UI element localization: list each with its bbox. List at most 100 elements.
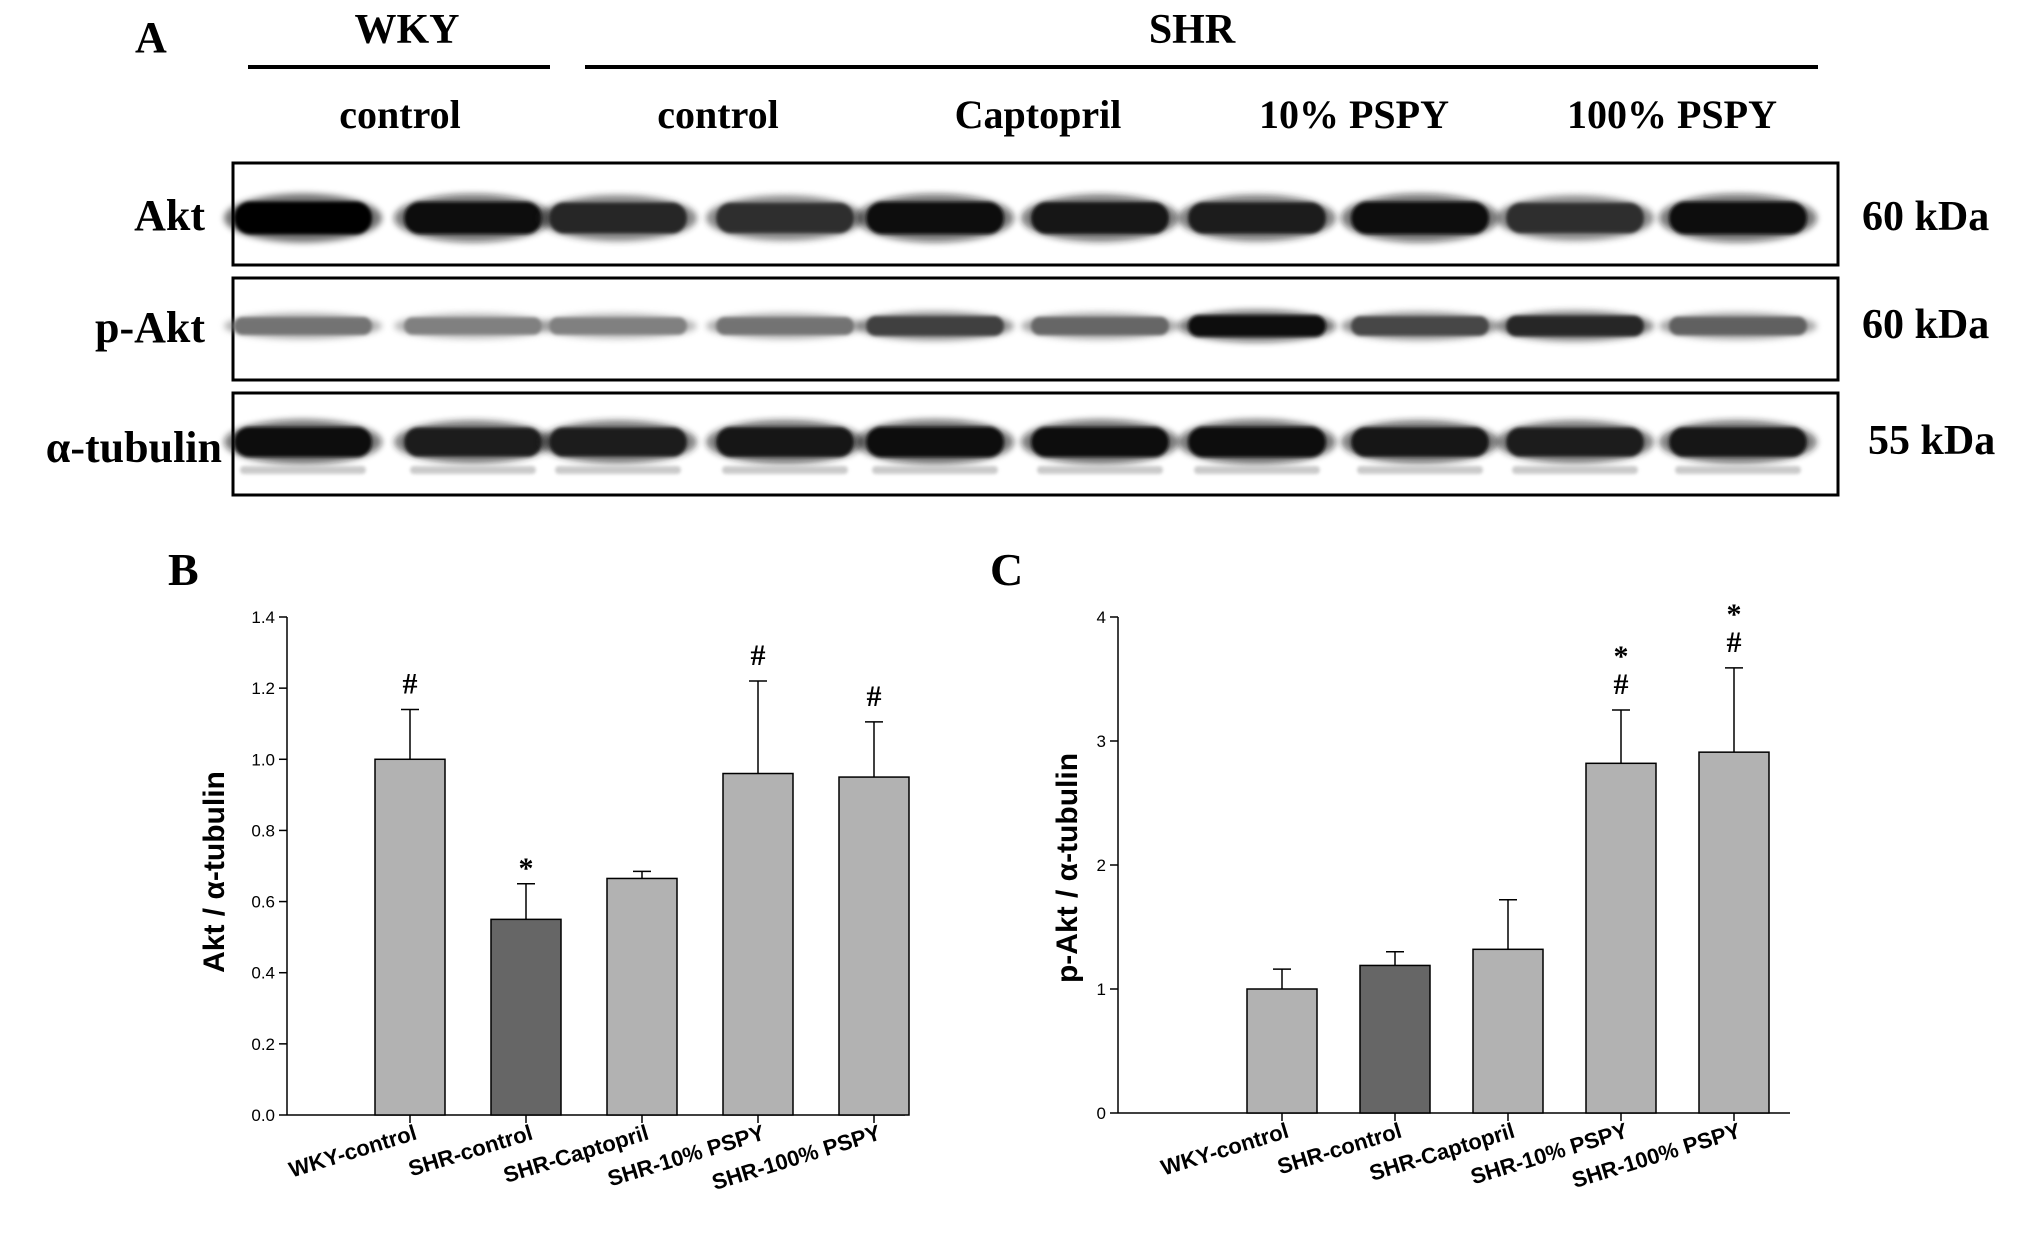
shr-group-header: SHR	[1149, 7, 1236, 53]
blot-band	[866, 426, 1004, 458]
blot-band	[1188, 426, 1326, 458]
y-tick-label: 1.0	[251, 750, 275, 769]
blot-band	[1351, 201, 1489, 235]
bar	[1698, 751, 1770, 1114]
y-tick-label: 1	[1097, 980, 1106, 999]
blot-band	[1669, 427, 1807, 457]
bar	[606, 877, 678, 1116]
blot-band-faint	[1357, 466, 1483, 474]
blot-band	[549, 317, 687, 335]
panel-b-plot-area: 0.00.20.40.60.81.01.21.4WKY-control#SHR-…	[251, 608, 910, 1195]
blot-band-faint	[240, 466, 366, 474]
panel-c-chart: C p-Akt / α-tubulin 01234WKY-controlSHR-…	[990, 544, 1790, 1193]
y-tick-label: 4	[1097, 608, 1106, 627]
bar	[1472, 948, 1544, 1114]
y-tick-label: 0.8	[251, 821, 275, 840]
panel-a-label: A	[135, 13, 167, 62]
blot-band	[866, 201, 1004, 235]
lane-group-shr-control: control	[657, 92, 778, 137]
x-tick-label: WKY-control	[286, 1120, 420, 1183]
bar	[838, 776, 910, 1116]
lane-group-10-pspy: 10% PSPY	[1259, 92, 1449, 137]
y-tick-label: 0.4	[251, 964, 275, 983]
blot-band-faint	[1675, 466, 1801, 474]
blot-band	[1031, 426, 1169, 458]
blot-band-faint	[722, 466, 848, 474]
bar	[722, 772, 794, 1116]
y-tick-label: 0.0	[251, 1106, 275, 1125]
kda-label-alpha-tubulin: 55 kDa	[1868, 418, 1995, 464]
bar	[1246, 988, 1318, 1114]
blot-band	[549, 427, 687, 457]
blot-band	[716, 317, 854, 335]
blot-band	[1031, 317, 1169, 335]
blot-band-faint	[1037, 466, 1163, 474]
panel-c-y-axis-label: p-Akt / α-tubulin	[1051, 753, 1084, 983]
y-tick-label: 1.2	[251, 679, 275, 698]
bar	[1585, 762, 1657, 1114]
row-label-akt: Akt	[134, 191, 205, 240]
blot-band	[1506, 315, 1644, 337]
lane-group-captopril: Captopril	[955, 92, 1122, 137]
lane-group-100-pspy: 100% PSPY	[1567, 92, 1777, 137]
blot-band	[1031, 202, 1169, 234]
blot-band-faint	[872, 466, 998, 474]
blot-band	[234, 426, 372, 458]
panel-a-western-blot: A WKY SHR control control Captopril 10% …	[46, 7, 1995, 497]
blot-band	[716, 427, 854, 457]
blot-bands-p-akt	[224, 309, 1817, 343]
kda-label-akt: 60 kDa	[1862, 194, 1989, 240]
blot-band	[1188, 315, 1326, 337]
panel-c-plot-area: 01234WKY-controlSHR-controlSHR-Captopril…	[1097, 598, 1790, 1193]
blot-band	[1351, 427, 1489, 457]
blot-band	[404, 201, 542, 235]
significance-hash: #	[1614, 668, 1629, 701]
blot-band-faint	[1512, 466, 1638, 474]
lane-group-wky-control: control	[339, 92, 460, 137]
blot-band	[716, 202, 854, 234]
blot-band-faint	[1194, 466, 1320, 474]
y-tick-label: 0.2	[251, 1035, 275, 1054]
blot-band	[404, 427, 542, 457]
blot-band	[404, 317, 542, 335]
bar	[490, 918, 562, 1116]
blot-band-faint	[555, 466, 681, 474]
blot-band	[1188, 202, 1326, 234]
significance-star: *	[1727, 598, 1742, 631]
y-tick-label: 3	[1097, 732, 1106, 751]
significance-hash: #	[867, 680, 882, 713]
significance-star: *	[519, 852, 534, 885]
y-tick-label: 0	[1097, 1104, 1106, 1123]
blot-band	[234, 201, 372, 235]
blot-band	[1669, 316, 1807, 336]
significance-hash: #	[1727, 626, 1742, 659]
blot-bands-akt	[224, 193, 1817, 243]
panel-b-y-axis-label: Akt / α-tubulin	[198, 771, 231, 973]
wky-group-header: WKY	[355, 7, 460, 53]
significance-star: *	[1614, 640, 1629, 673]
blot-band	[1506, 202, 1644, 234]
blot-band-faint	[410, 466, 536, 474]
panel-b-chart: B Akt / α-tubulin 0.0 0.2 0.4 0.6 0.8 1.0 1.2 1…	[168, 544, 910, 1195]
blot-band	[1506, 427, 1644, 457]
row-label-p-akt: p-Akt	[95, 303, 205, 352]
y-tick-label: 2	[1097, 856, 1106, 875]
blot-band	[234, 317, 372, 335]
y-tick-label: 1.4	[251, 608, 275, 627]
blot-band	[866, 316, 1004, 336]
kda-label-p-akt: 60 kDa	[1862, 302, 1989, 348]
significance-hash: #	[403, 667, 418, 700]
bar	[374, 758, 446, 1116]
panel-b-label: B	[168, 544, 199, 595]
significance-hash: #	[751, 639, 766, 672]
blot-band	[1351, 316, 1489, 336]
blot-band	[1669, 201, 1807, 235]
blot-bands-alpha-tubulin	[224, 419, 1817, 474]
row-label-alpha-tubulin: α-tubulin	[46, 423, 222, 472]
y-tick-label: 0.6	[251, 893, 275, 912]
blot-band	[549, 202, 687, 234]
panel-c-label: C	[990, 544, 1023, 595]
x-tick-label: WKY-control	[1158, 1118, 1292, 1181]
bar	[1359, 964, 1431, 1114]
